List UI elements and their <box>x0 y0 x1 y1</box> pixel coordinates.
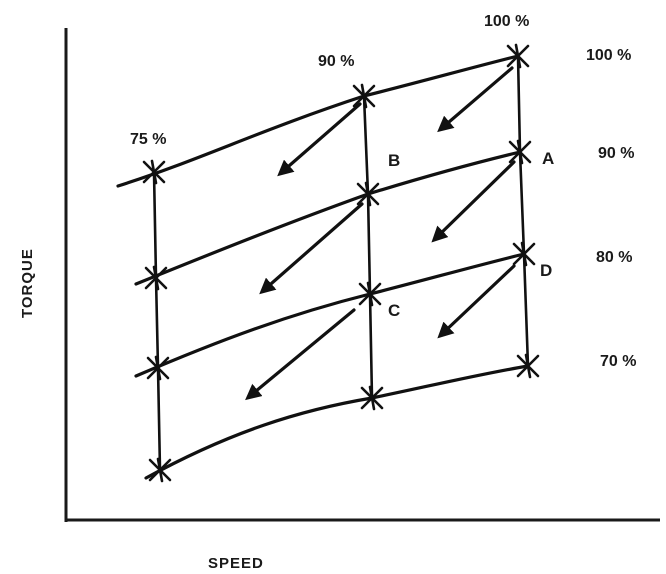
intersection-marker <box>358 281 382 307</box>
torque-curve-100 <box>116 54 520 188</box>
intersection-marker <box>148 457 172 483</box>
intersection-marker <box>516 353 540 379</box>
intersection-marker <box>352 83 376 109</box>
point-label-c: C <box>388 301 400 320</box>
torque-label-90: 90 % <box>598 145 634 162</box>
speed-line-100 <box>516 55 530 367</box>
speed-line-75 <box>152 171 162 471</box>
torque-label-100: 100 % <box>586 47 631 64</box>
intersection-marker <box>360 385 384 411</box>
point-label-d: D <box>540 261 552 280</box>
speed-label-75: 75 % <box>130 131 166 148</box>
intersection-marker <box>146 355 170 381</box>
point-label-a: A <box>542 149 554 168</box>
arrow-2 <box>437 66 514 133</box>
intersection-marker <box>512 241 536 267</box>
x-axis-label: SPEED <box>208 555 264 572</box>
speed-label-90: 90 % <box>318 53 354 70</box>
torque-label-80: 80 % <box>596 249 632 266</box>
arrow-5 <box>245 308 356 401</box>
torque-curve-70 <box>144 364 530 480</box>
intersection-marker <box>142 159 166 185</box>
intersection-marker <box>508 139 532 165</box>
arrow-1 <box>277 102 362 177</box>
y-axis-label: TORQUE <box>19 248 36 318</box>
arrow-3 <box>259 202 364 295</box>
point-label-b: B <box>388 151 400 170</box>
torque-label-70: 70 % <box>600 353 636 370</box>
intersection-marker <box>144 265 168 291</box>
speed-label-100: 100 % <box>484 13 529 30</box>
intersection-marker <box>356 181 380 207</box>
speed-line-90 <box>362 95 374 399</box>
torque-curve-80 <box>134 252 526 378</box>
intersection-marker <box>506 43 530 69</box>
intersection-markers <box>142 43 540 483</box>
arrow-4 <box>431 160 516 243</box>
arrow-6 <box>437 264 516 339</box>
torque-curve-90 <box>134 150 522 286</box>
